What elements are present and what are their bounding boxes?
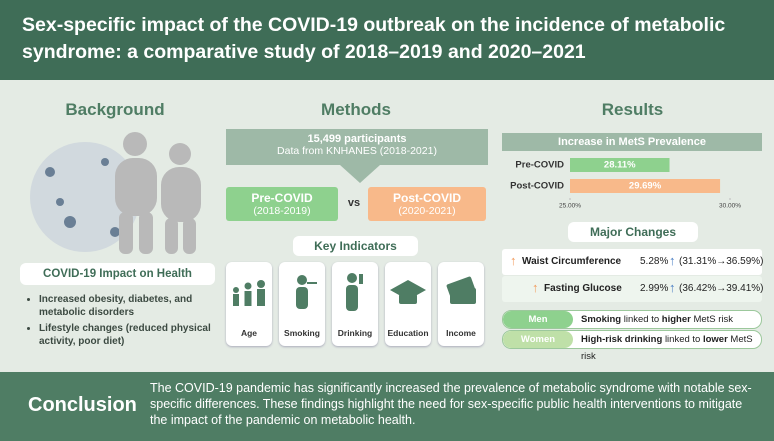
header: Sex-specific impact of the COVID-19 outb… <box>0 0 774 80</box>
chart: 25.00% 30.00% Pre-COVID 28.11% Post-COVID 29.… <box>510 158 741 210</box>
bar <box>570 158 670 172</box>
category-label: Post-COVID <box>510 181 564 192</box>
heading: Methods <box>321 100 391 119</box>
label: Age <box>240 328 258 338</box>
factor: Smoking <box>581 314 622 325</box>
label: Drinking <box>337 328 373 338</box>
indicator: Income <box>438 262 484 346</box>
title: Sex-specific impact of the COVID-19 outb… <box>22 14 726 63</box>
bullet: Lifestyle changes (reduced physical acti… <box>39 322 229 348</box>
indicators-title: Key Indicators <box>293 236 418 256</box>
statement: Smoking linked to higher MetS risk <box>581 311 733 328</box>
up-arrow: ↑ <box>669 280 676 295</box>
x-tick-label: 25.00% <box>559 203 581 210</box>
direction: higher <box>661 314 691 325</box>
change-row: ↑ Waist Circumference 5.28% ↑ (31.31%→36… <box>502 249 764 275</box>
text: The COVID-19 pandemic has significantly … <box>150 381 752 427</box>
change: 5.28% <box>640 256 669 267</box>
x-tick-label: 30.00% <box>719 203 741 210</box>
label: Income <box>446 328 476 338</box>
icon <box>390 280 426 304</box>
factor: High-risk drinking <box>581 334 663 345</box>
up-arrow: ↑ <box>510 253 517 268</box>
category-label: Pre-COVID <box>515 160 564 171</box>
bullets: Increased obesity, diabetes, and metabol… <box>25 293 229 351</box>
indicator: Age <box>226 262 272 346</box>
value-label: 29.69% <box>629 181 662 192</box>
label: Post-COVID <box>392 191 461 205</box>
post-box: Post-COVID (2020-2021) <box>368 187 486 221</box>
icon <box>296 275 317 309</box>
direction: lower <box>702 334 728 345</box>
pre-box: Pre-COVID (2018-2019) <box>226 187 338 221</box>
text: linked to <box>623 314 660 325</box>
group: Men <box>503 311 573 328</box>
text: MetS risk <box>693 314 734 325</box>
change-row: ↑ Fasting Glucose 2.99% ↑ (36.42%→39.41%… <box>502 276 764 302</box>
indicator: Smoking <box>279 262 325 346</box>
arrow <box>340 165 380 183</box>
value-label: 28.11% <box>604 160 636 171</box>
label: Pre-COVID <box>251 191 313 205</box>
participants: 15,499 participants <box>307 133 407 145</box>
text: linked to <box>664 334 701 345</box>
change: 2.99% <box>640 283 669 294</box>
range: (36.42%→39.41%) <box>679 283 764 294</box>
bullet: Increased obesity, diabetes, and metabol… <box>39 293 229 319</box>
icon <box>346 273 363 311</box>
chart-title: Increase in MetS Prevalence <box>502 133 762 151</box>
label: Education <box>387 328 429 338</box>
changes-title: Major Changes <box>568 222 698 242</box>
sex-row: Women High-risk drinking linked to lower… <box>502 330 762 362</box>
name: Fasting Glucose <box>544 283 622 294</box>
name: Waist Circumference <box>522 256 622 267</box>
range: (31.31%→36.59%) <box>679 256 764 267</box>
years: (2020-2021) <box>398 205 456 217</box>
label: Smoking <box>284 328 320 338</box>
heading: Results <box>601 100 664 119</box>
statement: High-risk drinking linked to lower MetS … <box>581 331 761 365</box>
conclusion: Conclusion The COVID-19 pandemic has sig… <box>0 372 774 441</box>
indicator: Drinking <box>332 262 378 346</box>
source: Data from KNHANES (2018-2021) <box>277 145 437 157</box>
up-arrow: ↑ <box>532 280 539 295</box>
sex-row: Men Smoking linked to higher MetS risk <box>502 310 762 329</box>
heading: Background <box>65 100 165 119</box>
heading: Conclusion <box>28 394 137 416</box>
icon <box>233 280 265 306</box>
group: Women <box>503 331 573 348</box>
text: MetS risk <box>581 334 753 362</box>
participants-box: 15,499 participants Data from KNHANES (2… <box>226 129 488 165</box>
illustration <box>30 132 201 254</box>
indicator: Education <box>385 262 431 346</box>
years: (2018-2019) <box>253 205 311 217</box>
box-title: COVID-19 Impact on Health <box>20 263 215 285</box>
bar <box>570 179 721 193</box>
up-arrow: ↑ <box>669 253 676 268</box>
vs: vs <box>347 197 361 209</box>
icon <box>446 276 476 304</box>
